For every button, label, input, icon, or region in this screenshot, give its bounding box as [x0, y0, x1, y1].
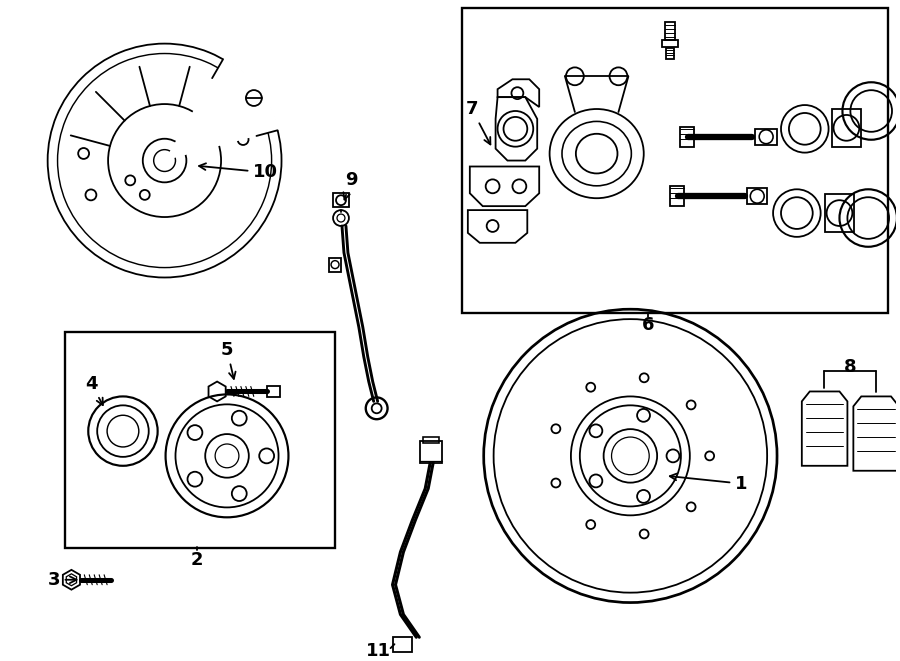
Bar: [66, 332, 335, 548]
Bar: [333, 193, 349, 207]
Text: 4: 4: [85, 375, 103, 405]
Text: 7: 7: [465, 100, 491, 144]
Text: 9: 9: [344, 171, 357, 200]
Text: 3: 3: [48, 570, 76, 589]
Bar: [665, 22, 675, 40]
Text: 5: 5: [220, 341, 236, 379]
Bar: [747, 188, 767, 204]
Bar: [423, 437, 439, 443]
Bar: [832, 109, 861, 147]
Bar: [329, 258, 341, 272]
Bar: [462, 8, 888, 313]
Bar: [666, 48, 674, 59]
Text: 6: 6: [642, 316, 654, 334]
Text: 11: 11: [366, 642, 392, 660]
Bar: [824, 194, 854, 232]
Bar: [662, 40, 678, 46]
Bar: [755, 129, 777, 145]
Text: 1: 1: [670, 473, 748, 492]
Bar: [392, 637, 412, 652]
Bar: [420, 441, 442, 463]
Text: 8: 8: [844, 358, 857, 375]
Bar: [680, 127, 694, 147]
Text: 2: 2: [191, 551, 203, 569]
Wedge shape: [165, 58, 280, 161]
Text: 10: 10: [199, 163, 278, 181]
Bar: [670, 186, 684, 206]
Bar: [266, 385, 280, 397]
